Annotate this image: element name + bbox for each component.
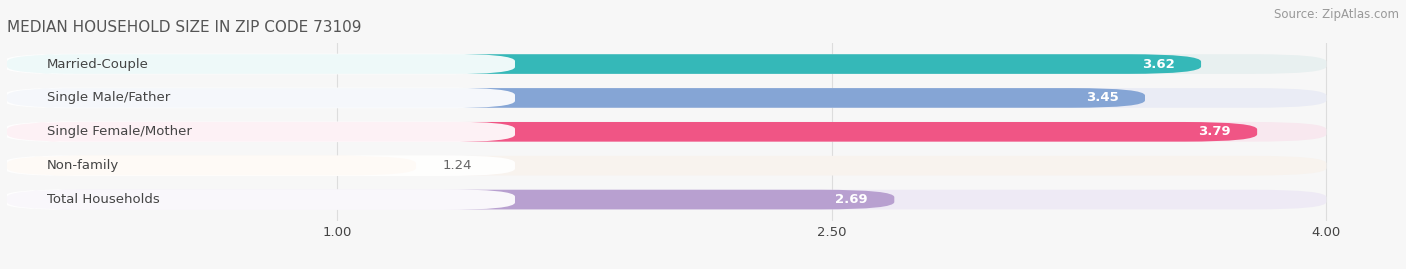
Text: Married-Couple: Married-Couple	[46, 58, 149, 70]
Text: Source: ZipAtlas.com: Source: ZipAtlas.com	[1274, 8, 1399, 21]
FancyBboxPatch shape	[4, 189, 515, 210]
FancyBboxPatch shape	[7, 122, 1257, 142]
FancyBboxPatch shape	[7, 88, 1326, 108]
Text: Total Households: Total Households	[46, 193, 159, 206]
FancyBboxPatch shape	[7, 88, 1144, 108]
FancyBboxPatch shape	[4, 155, 515, 176]
FancyBboxPatch shape	[4, 122, 515, 142]
Text: Single Female/Mother: Single Female/Mother	[46, 125, 191, 138]
Text: 2.69: 2.69	[835, 193, 868, 206]
FancyBboxPatch shape	[4, 88, 515, 108]
FancyBboxPatch shape	[7, 190, 1326, 209]
FancyBboxPatch shape	[7, 156, 1326, 175]
FancyBboxPatch shape	[7, 190, 894, 209]
FancyBboxPatch shape	[7, 54, 1326, 74]
Text: 3.62: 3.62	[1142, 58, 1174, 70]
FancyBboxPatch shape	[7, 156, 416, 175]
FancyBboxPatch shape	[7, 54, 1201, 74]
Text: MEDIAN HOUSEHOLD SIZE IN ZIP CODE 73109: MEDIAN HOUSEHOLD SIZE IN ZIP CODE 73109	[7, 20, 361, 35]
Text: 3.45: 3.45	[1085, 91, 1119, 104]
Text: Non-family: Non-family	[46, 159, 120, 172]
FancyBboxPatch shape	[4, 54, 515, 74]
FancyBboxPatch shape	[7, 122, 1326, 142]
Text: Single Male/Father: Single Male/Father	[46, 91, 170, 104]
Text: 1.24: 1.24	[443, 159, 472, 172]
Text: 3.79: 3.79	[1198, 125, 1230, 138]
